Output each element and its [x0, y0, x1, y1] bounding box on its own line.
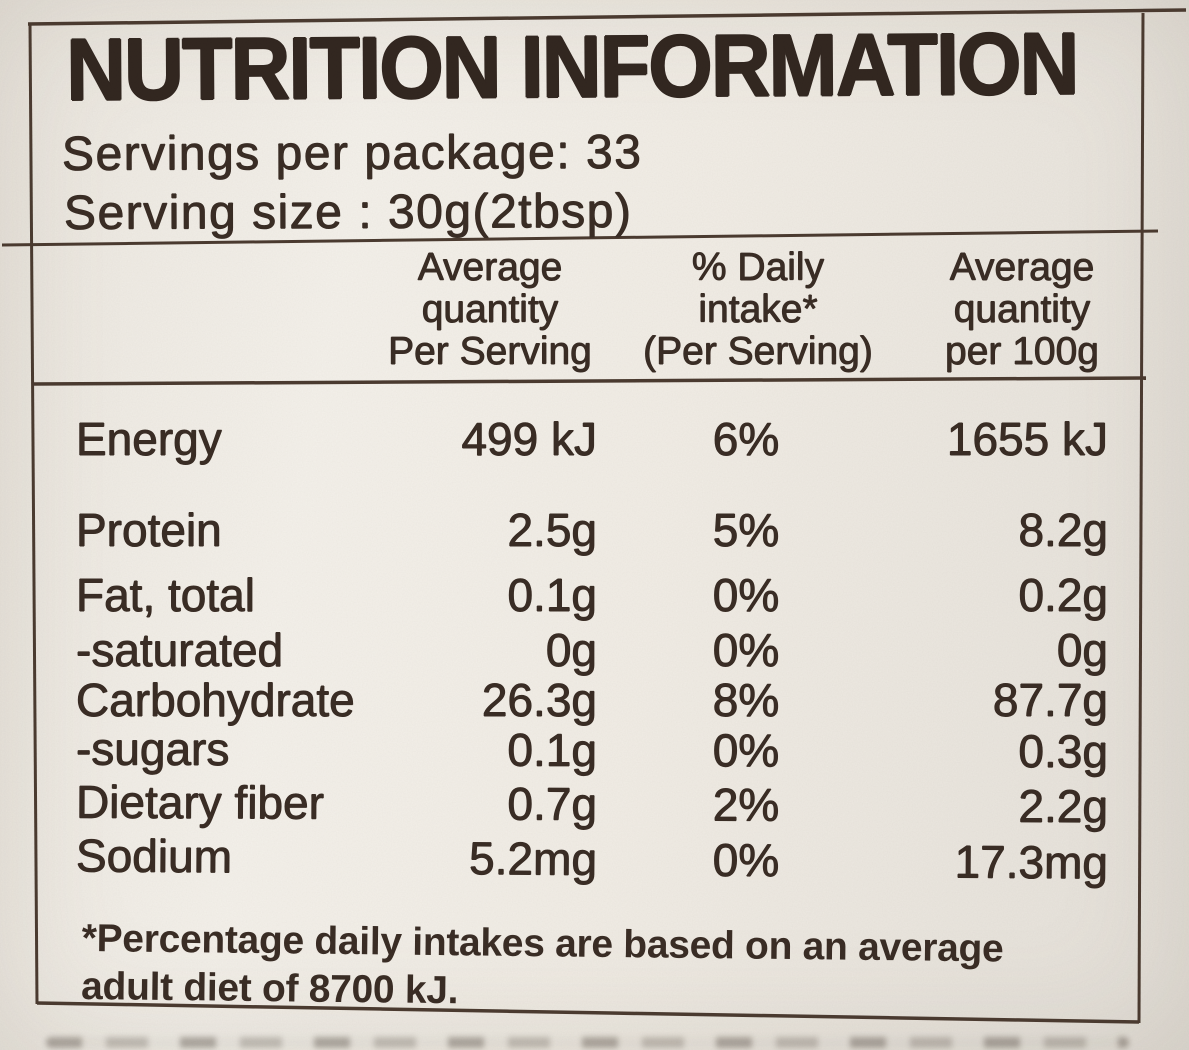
table-row: Dietary fiber 0.7g 2% 2.2g: [0, 776, 1189, 835]
per-100g-value: 8.2g: [1018, 504, 1108, 556]
table-row: Protein 2.5g 5% 8.2g: [0, 507, 1189, 559]
daily-intake-footnote: *Percentage daily intakes are based on a…: [81, 915, 1004, 1021]
per-100g-value: 0.2g: [1018, 569, 1108, 621]
per-serving-value: 5.2mg: [468, 832, 598, 886]
per-serving-value: 2.5g: [507, 504, 597, 556]
per-100g-value: 87.7g: [992, 674, 1108, 726]
table-row: Sodium 5.2mg 0% 17.3mg: [0, 829, 1189, 892]
daily-intake-value: 6%: [712, 413, 780, 465]
table-row: Carbohydrate 26.3g 8% 87.7g: [0, 677, 1189, 729]
daily-intake-value: 0%: [712, 624, 780, 676]
per-100g-value: 1655 kJ: [946, 413, 1108, 465]
per-100g-value: 17.3mg: [954, 835, 1109, 889]
daily-intake-value: 2%: [712, 778, 780, 831]
nutrient-name: Protein: [76, 504, 222, 556]
daily-intake-value: 8%: [712, 674, 780, 726]
per-serving-value: 0g: [545, 624, 597, 676]
table-row: Fat, total 0.1g 0% 0.2g: [0, 572, 1189, 624]
per-100g-value: 0g: [1056, 624, 1108, 676]
per-serving-value: 26.3g: [481, 674, 597, 726]
nutrient-name: Energy: [76, 413, 222, 465]
photo-edge-artifact: [46, 1037, 1129, 1048]
daily-intake-value: 0%: [712, 724, 780, 777]
nutrient-name: Sodium: [75, 829, 233, 883]
per-100g-value: 2.2g: [1018, 779, 1109, 833]
table-row: -sugars 0.1g 0% 0.3g: [0, 722, 1189, 780]
per-serving-value: 499 kJ: [461, 413, 597, 465]
per-serving-value: 0.1g: [507, 723, 598, 777]
per-serving-value: 0.1g: [507, 569, 597, 621]
daily-intake-value: 5%: [712, 504, 780, 556]
daily-intake-value: 0%: [712, 833, 780, 887]
table-row: Energy 499 kJ 6% 1655 kJ: [0, 416, 1189, 468]
daily-intake-value: 0%: [712, 569, 780, 621]
nutrient-name: -sugars: [75, 722, 230, 776]
per-100g-value: 0.3g: [1018, 725, 1109, 778]
table-row: -saturated 0g 0% 0g: [0, 627, 1189, 679]
nutrient-name: -saturated: [76, 624, 284, 676]
per-serving-value: 0.7g: [507, 777, 598, 831]
nutrient-name: Fat, total: [76, 569, 255, 621]
